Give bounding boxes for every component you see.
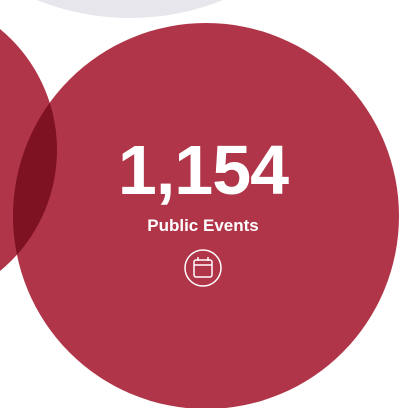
background-circle — [37, 0, 223, 18]
stat-value: 1,154 — [118, 131, 289, 209]
stat-label: Public Events — [147, 216, 258, 235]
calendar-icon — [184, 249, 222, 287]
main-circle — [13, 23, 399, 408]
